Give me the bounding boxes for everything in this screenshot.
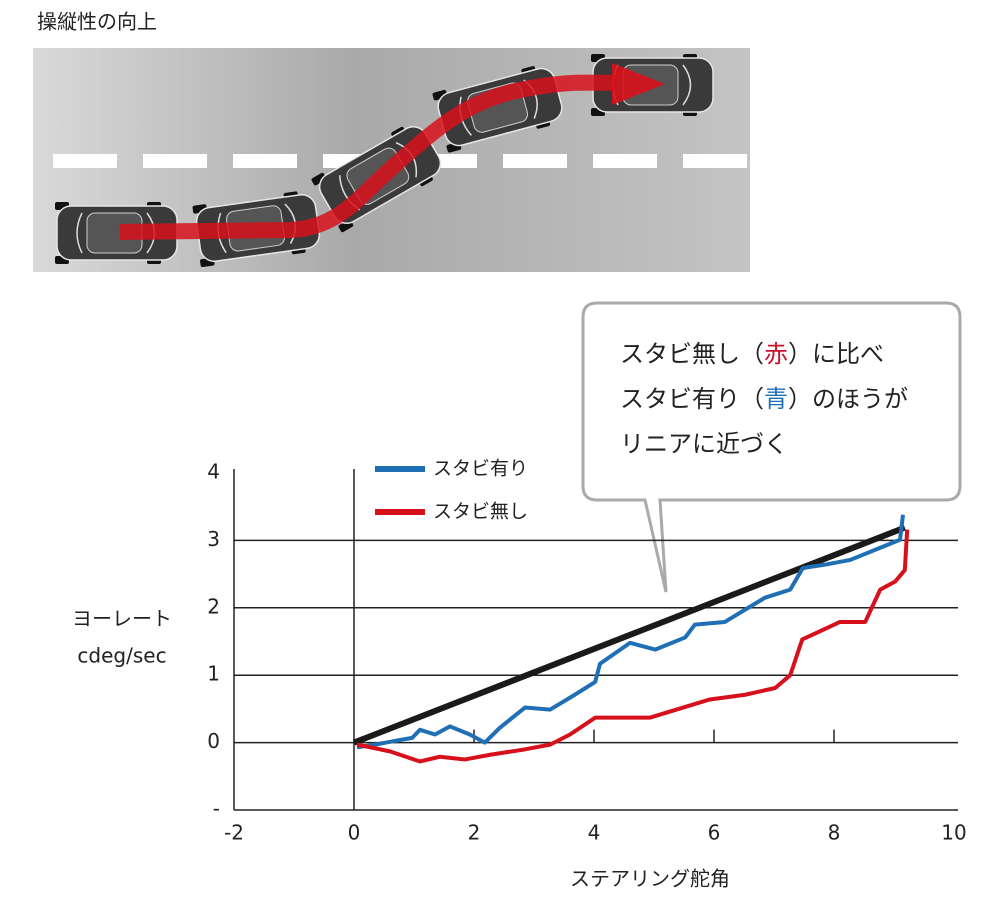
x-tick-label: 6 [708,821,721,845]
series-line [356,514,905,750]
callout-text: リニアに近づく [620,430,788,458]
callout-text: ）のほうが [788,385,908,413]
callout: スタビ無し（赤）に比べ スタビ有り（青）のほうが リニアに近づく [581,301,962,593]
x-axis-label: ステアリング舵角 [570,867,730,891]
series-line [352,524,906,746]
y-tick-label: 4 [207,460,220,484]
y-tick-label: 2 [207,594,220,618]
series-line [356,529,910,764]
callout-line: スタビ無し（赤）に比べ [620,340,884,368]
callout-line: リニアに近づく [620,430,788,458]
road-illustration [33,48,750,272]
x-tick-label: 8 [828,821,841,845]
y-axis-label: cdeg/sec [77,644,166,668]
y-tick-label: 3 [207,527,220,551]
x-tick-label: 10 [941,821,966,845]
legend-label: スタビ無し [433,501,528,523]
y-axis-label: ヨーレート [72,607,172,631]
x-tick-label: 4 [588,821,601,845]
callout-text: スタビ有り（ [620,385,764,413]
callout-line: スタビ有り（青）のほうが [620,385,908,413]
callout-text: スタビ無し（ [620,340,764,368]
y-tick-label: - [213,797,220,821]
y-tick-label: 1 [207,662,220,686]
x-tick-label: 2 [468,821,481,845]
legend-label: スタビ有り [433,458,528,480]
callout-text: ）に比べ [788,340,884,368]
illustration-title: 操縦性の向上 [37,10,157,34]
x-tick-label: -2 [224,821,244,845]
y-tick-label: 0 [207,729,220,753]
x-tick-label: 0 [348,821,361,845]
callout-text: 青 [764,385,788,413]
callout-text: 赤 [764,340,788,368]
